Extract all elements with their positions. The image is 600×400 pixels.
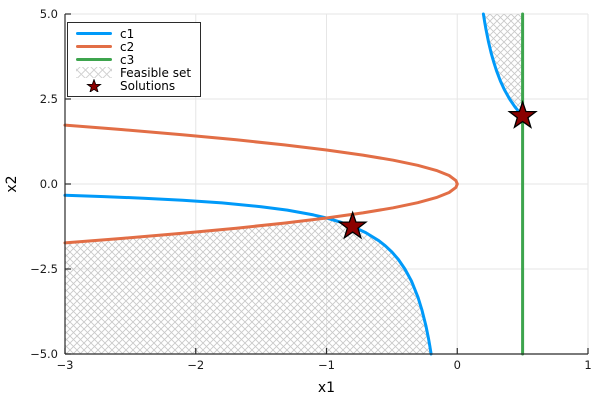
c1-line-swatch — [76, 31, 112, 36]
legend-item-feasible-set: Feasible set — [76, 65, 192, 80]
feasible-region — [483, 14, 523, 116]
x-axis-label: x1 — [318, 380, 335, 396]
c3-line-swatch — [76, 57, 112, 62]
solution-star-icon — [76, 78, 112, 94]
legend-label-c2: c2 — [120, 39, 135, 54]
y-tick-label: 5.0 — [40, 7, 58, 21]
x-tick-label: 1 — [584, 358, 591, 372]
curve-c1 — [481, 12, 525, 118]
feasible-set-swatch — [76, 67, 112, 78]
legend-item-c3: c3 — [76, 52, 191, 67]
y-axis-label: x2 — [4, 175, 20, 192]
legend-item-solutions: Solutions — [76, 78, 191, 94]
legend-solution-star-icon — [86, 78, 102, 94]
y-tick-label: −5.0 — [30, 347, 58, 361]
c2-line-swatch — [76, 44, 112, 49]
legend: c1 c2 c3 Feasible set Solutions — [67, 22, 202, 97]
y-tick-label: 2.5 — [40, 92, 58, 106]
legend-label-feasible-set: Feasible set — [120, 65, 192, 80]
legend-item-c2: c2 — [76, 39, 191, 54]
x-tick-label: −2 — [187, 358, 204, 372]
solution-star — [337, 210, 368, 240]
legend-label-c3: c3 — [120, 52, 135, 67]
feasible-region — [65, 218, 432, 354]
curve-c1 — [63, 193, 433, 356]
legend-label-solutions: Solutions — [120, 78, 176, 93]
y-tick-label: 0.0 — [40, 177, 58, 191]
x-tick-label: −3 — [57, 358, 74, 372]
x-tick-label: 0 — [454, 358, 461, 372]
curve-c2 — [63, 123, 459, 245]
x-tick-label: −1 — [318, 358, 335, 372]
legend-label-c1: c1 — [120, 26, 135, 41]
y-tick-label: −2.5 — [30, 262, 58, 276]
solution-star — [507, 100, 538, 129]
legend-item-c1: c1 — [76, 26, 191, 41]
